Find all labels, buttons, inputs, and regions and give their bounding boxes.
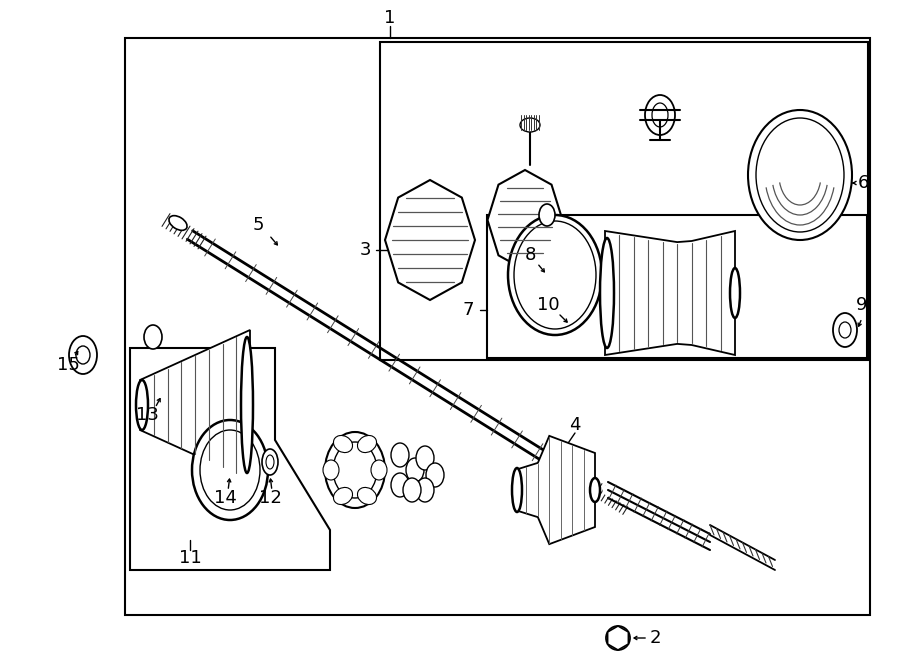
Text: 7: 7 [463,301,473,319]
Ellipse shape [539,204,555,226]
Ellipse shape [403,478,421,502]
Ellipse shape [200,430,260,510]
Polygon shape [515,436,595,544]
Polygon shape [140,330,250,480]
Ellipse shape [730,268,740,318]
Polygon shape [385,180,475,300]
Ellipse shape [391,473,409,497]
Text: 14: 14 [213,489,237,507]
Ellipse shape [357,487,376,504]
Polygon shape [608,626,628,650]
Ellipse shape [416,478,434,502]
Ellipse shape [652,103,668,127]
Text: 2: 2 [649,629,661,647]
Ellipse shape [144,325,162,349]
Ellipse shape [241,337,253,473]
Bar [125,38,870,615]
Ellipse shape [391,443,409,467]
Ellipse shape [512,468,522,512]
Ellipse shape [266,455,274,469]
Ellipse shape [514,221,596,329]
Ellipse shape [748,110,852,240]
Ellipse shape [590,478,600,502]
Ellipse shape [334,487,353,504]
Text: 11: 11 [178,549,202,567]
Text: 10: 10 [536,296,559,314]
Text: 5: 5 [252,216,264,234]
Polygon shape [605,231,735,355]
Text: 4: 4 [569,416,580,434]
Ellipse shape [192,420,268,520]
Ellipse shape [136,380,148,430]
Ellipse shape [839,322,851,338]
Bar [487,215,867,358]
Ellipse shape [606,626,630,650]
Ellipse shape [334,436,353,453]
Ellipse shape [426,463,444,487]
Ellipse shape [406,458,424,482]
Bar [380,42,868,360]
Ellipse shape [76,346,90,364]
Text: 12: 12 [258,489,282,507]
Ellipse shape [416,446,434,470]
Polygon shape [488,170,562,270]
Ellipse shape [69,336,97,374]
Ellipse shape [169,215,187,230]
Ellipse shape [645,95,675,135]
Text: 15: 15 [57,356,79,374]
Ellipse shape [357,436,376,453]
Ellipse shape [371,460,387,480]
Ellipse shape [520,118,540,132]
Ellipse shape [325,432,385,508]
Text: 9: 9 [856,296,868,314]
Text: 1: 1 [384,9,396,27]
Ellipse shape [508,215,602,335]
Ellipse shape [756,118,844,232]
Text: 8: 8 [525,246,535,264]
Ellipse shape [323,460,339,480]
Ellipse shape [600,238,614,348]
Ellipse shape [333,442,377,498]
Ellipse shape [612,632,624,644]
Text: 13: 13 [136,406,158,424]
Text: 3: 3 [359,241,371,259]
Ellipse shape [833,313,857,347]
Text: 6: 6 [858,174,868,192]
Ellipse shape [262,449,278,475]
